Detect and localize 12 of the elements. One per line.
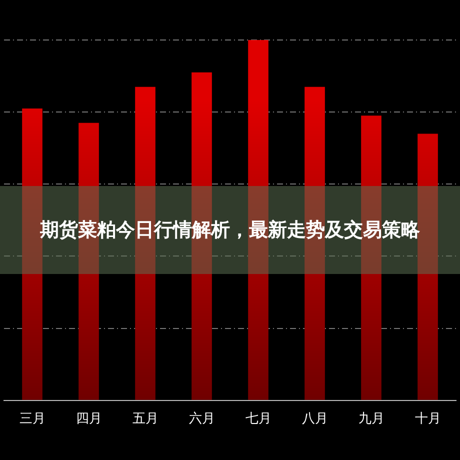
x-tick-label: 十月 <box>414 412 441 427</box>
bar <box>135 86 156 400</box>
text: 期货菜粕今日行情解析，最新走势及交易策略 <box>40 218 420 243</box>
bar <box>304 86 325 400</box>
x-tick-label: 三月 <box>19 412 46 427</box>
x-tick-label: 七月 <box>245 412 272 427</box>
x-tick-label: 六月 <box>188 412 215 427</box>
x-tick-label: 九月 <box>358 412 384 427</box>
x-tick-label: 八月 <box>302 412 328 427</box>
bar <box>248 40 268 400</box>
x-tick-label: 五月 <box>132 412 158 427</box>
x-tick-label: 四月 <box>76 412 102 427</box>
